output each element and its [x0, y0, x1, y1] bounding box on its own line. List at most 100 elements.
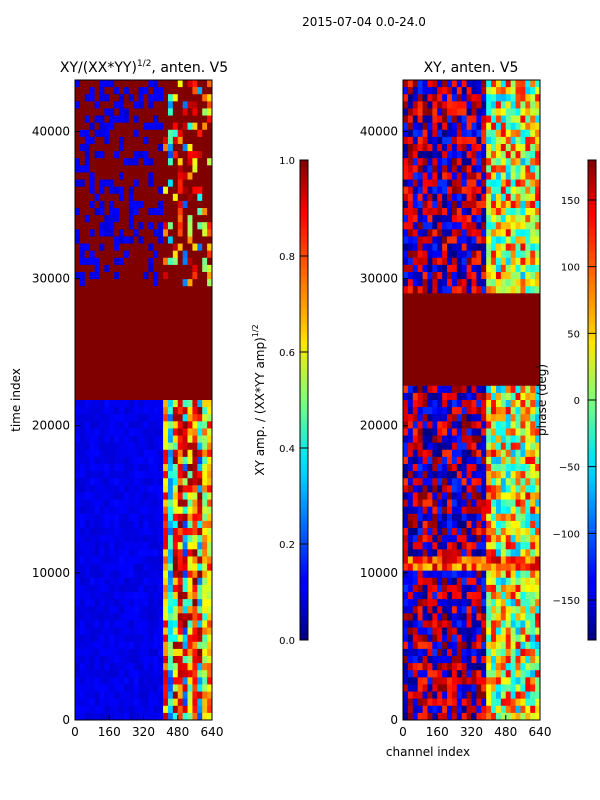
heatmap-cell [437, 592, 443, 600]
heatmap-cell [114, 257, 120, 266]
heatmap-cell [109, 442, 115, 451]
heatmap-cell [456, 328, 463, 337]
heatmap-cell [75, 620, 81, 629]
heatmap-cell [138, 286, 145, 294]
heatmap-cell [79, 449, 86, 458]
heatmap-cell [505, 151, 512, 159]
amplitude-title-exp: 1/2 [137, 59, 151, 69]
heatmap-cell [403, 613, 409, 622]
heatmap-cell [94, 563, 101, 572]
heatmap-cell [451, 599, 458, 607]
heatmap-cell [207, 556, 212, 565]
heatmap-cell [153, 492, 159, 501]
heatmap-cell [123, 613, 130, 622]
heatmap-cell [75, 151, 81, 159]
heatmap-cell [417, 556, 424, 565]
heatmap-cell [109, 592, 115, 600]
heatmap-cell [202, 136, 208, 145]
heatmap-cell [466, 506, 473, 515]
heatmap-cell [75, 506, 81, 515]
heatmap-cell [476, 556, 482, 565]
heatmap-cell [535, 385, 540, 394]
heatmap-cell [163, 328, 169, 337]
heatmap-cell [138, 378, 145, 387]
heatmap-cell [138, 279, 145, 287]
heatmap-cell [447, 158, 453, 166]
heatmap-cell [163, 158, 169, 166]
heatmap-cell [133, 691, 140, 700]
heatmap-cell [432, 513, 438, 522]
heatmap-cell [500, 144, 507, 152]
heatmap-cell [500, 179, 507, 188]
heatmap-cell [525, 620, 531, 629]
heatmap-cell [535, 136, 540, 145]
heatmap-cell [486, 208, 492, 216]
heatmap-cell [417, 293, 424, 302]
heatmap-cell [437, 613, 443, 622]
heatmap-cell [471, 300, 477, 309]
heatmap-cell [451, 378, 458, 387]
heatmap-cell [432, 691, 438, 700]
heatmap-cell [456, 229, 463, 238]
heatmap-cell [491, 478, 497, 486]
heatmap-cell [89, 108, 96, 117]
heatmap-cell [491, 321, 497, 330]
heatmap-cell [94, 229, 101, 238]
heatmap-cell [471, 684, 477, 693]
heatmap-cell [167, 627, 174, 636]
heatmap-cell [432, 314, 438, 323]
heatmap-cell [114, 506, 120, 515]
heatmap-cell [481, 215, 487, 223]
heatmap-cell [442, 193, 448, 202]
heatmap-cell [89, 215, 96, 223]
heatmap-cell [505, 236, 512, 245]
heatmap-cell [486, 520, 492, 529]
heatmap-cell [535, 250, 540, 259]
heatmap-cell [119, 314, 125, 323]
heatmap-cell [202, 264, 208, 273]
heatmap-cell [407, 400, 414, 408]
heatmap-cell [535, 172, 540, 181]
heatmap-cell [75, 513, 81, 522]
heatmap-cell [466, 641, 473, 650]
heatmap-cell [94, 698, 101, 707]
heatmap-cell [143, 343, 149, 351]
heatmap-cell [182, 314, 189, 323]
heatmap-cell [187, 87, 194, 95]
heatmap-cell [138, 606, 145, 614]
heatmap-cell [163, 385, 169, 394]
heatmap-cell [133, 634, 140, 643]
heatmap-cell [128, 606, 135, 614]
heatmap-cell [437, 122, 443, 131]
heatmap-cell [177, 656, 184, 664]
heatmap-cell [525, 499, 531, 508]
heatmap-cell [417, 385, 424, 394]
heatmap-cell [412, 535, 419, 543]
heatmap-cell [172, 243, 179, 252]
heatmap-cell [163, 321, 169, 330]
heatmap-cell [89, 200, 96, 209]
heatmap-cell [109, 620, 115, 629]
heatmap-cell [104, 663, 110, 671]
heatmap-cell [75, 485, 81, 494]
heatmap-cell [466, 513, 473, 522]
heatmap-cell [109, 172, 115, 181]
heatmap-cell [163, 200, 169, 209]
heatmap-cell [510, 414, 517, 422]
heatmap-cell [177, 321, 184, 330]
heatmap-cell [75, 449, 81, 458]
heatmap-cell [99, 158, 105, 166]
heatmap-cell [158, 215, 164, 223]
heatmap-cell [451, 101, 458, 110]
heatmap-cell [158, 129, 164, 138]
heatmap-cell [187, 641, 194, 650]
heatmap-cell [417, 307, 424, 316]
heatmap-cell [158, 236, 164, 245]
heatmap-cell [109, 428, 115, 437]
heatmap-cell [187, 613, 194, 622]
heatmap-cell [153, 684, 159, 693]
heatmap-cell [79, 300, 86, 309]
heatmap-cell [172, 606, 179, 614]
heatmap-cell [109, 385, 115, 394]
heatmap-cell [148, 478, 154, 486]
